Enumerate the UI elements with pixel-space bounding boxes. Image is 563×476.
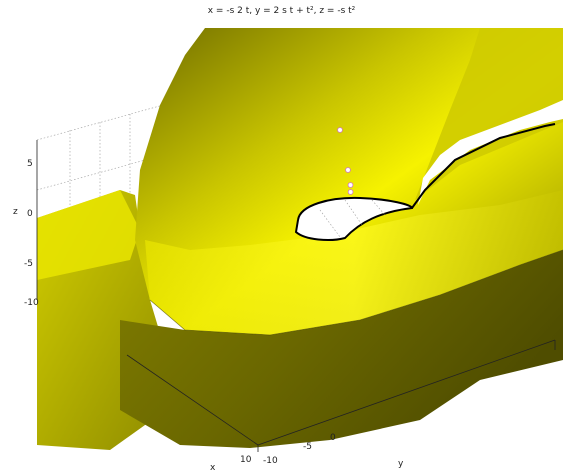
- y-tick-label: -10: [263, 456, 278, 466]
- surface-lower-region: [120, 250, 563, 448]
- z-tick-label: 5: [27, 159, 33, 169]
- x-tick-labels: 10: [240, 455, 252, 465]
- surface-bright-band: [145, 190, 563, 335]
- z-tick-label: -5: [24, 259, 33, 269]
- x-tick-label: 10: [240, 455, 252, 465]
- chart-title: x = -s 2 t, y = 2 s t + t², z = -s t²: [207, 6, 356, 16]
- axes-box: [36, 140, 556, 452]
- z-tick-label: -10: [24, 298, 39, 308]
- trajectory-point: [347, 182, 354, 188]
- trajectory-point: [337, 127, 343, 133]
- surface-gap: [418, 100, 563, 205]
- y-axis-label: y: [398, 459, 404, 469]
- x-axis-label: x: [210, 463, 216, 473]
- surface-gap-edge: [411, 123, 556, 209]
- z-axis-label: z: [13, 207, 18, 217]
- y-tick-label: 0: [330, 433, 336, 443]
- trajectory-point: [347, 189, 354, 195]
- surface-hole: [294, 196, 414, 241]
- surface-outline: [149, 249, 563, 336]
- z-tick-label: 0: [27, 209, 33, 219]
- trajectory-point: [345, 167, 351, 173]
- surface-hole-hatch: [319, 199, 386, 238]
- y-tick-labels: -10 -5 0: [263, 433, 336, 466]
- surface-left-flap-bright: [37, 190, 140, 280]
- trajectory-points: [337, 127, 354, 195]
- z-tick-labels: 5 0 -5 -10: [24, 159, 39, 308]
- y-tick-label: -5: [303, 442, 312, 452]
